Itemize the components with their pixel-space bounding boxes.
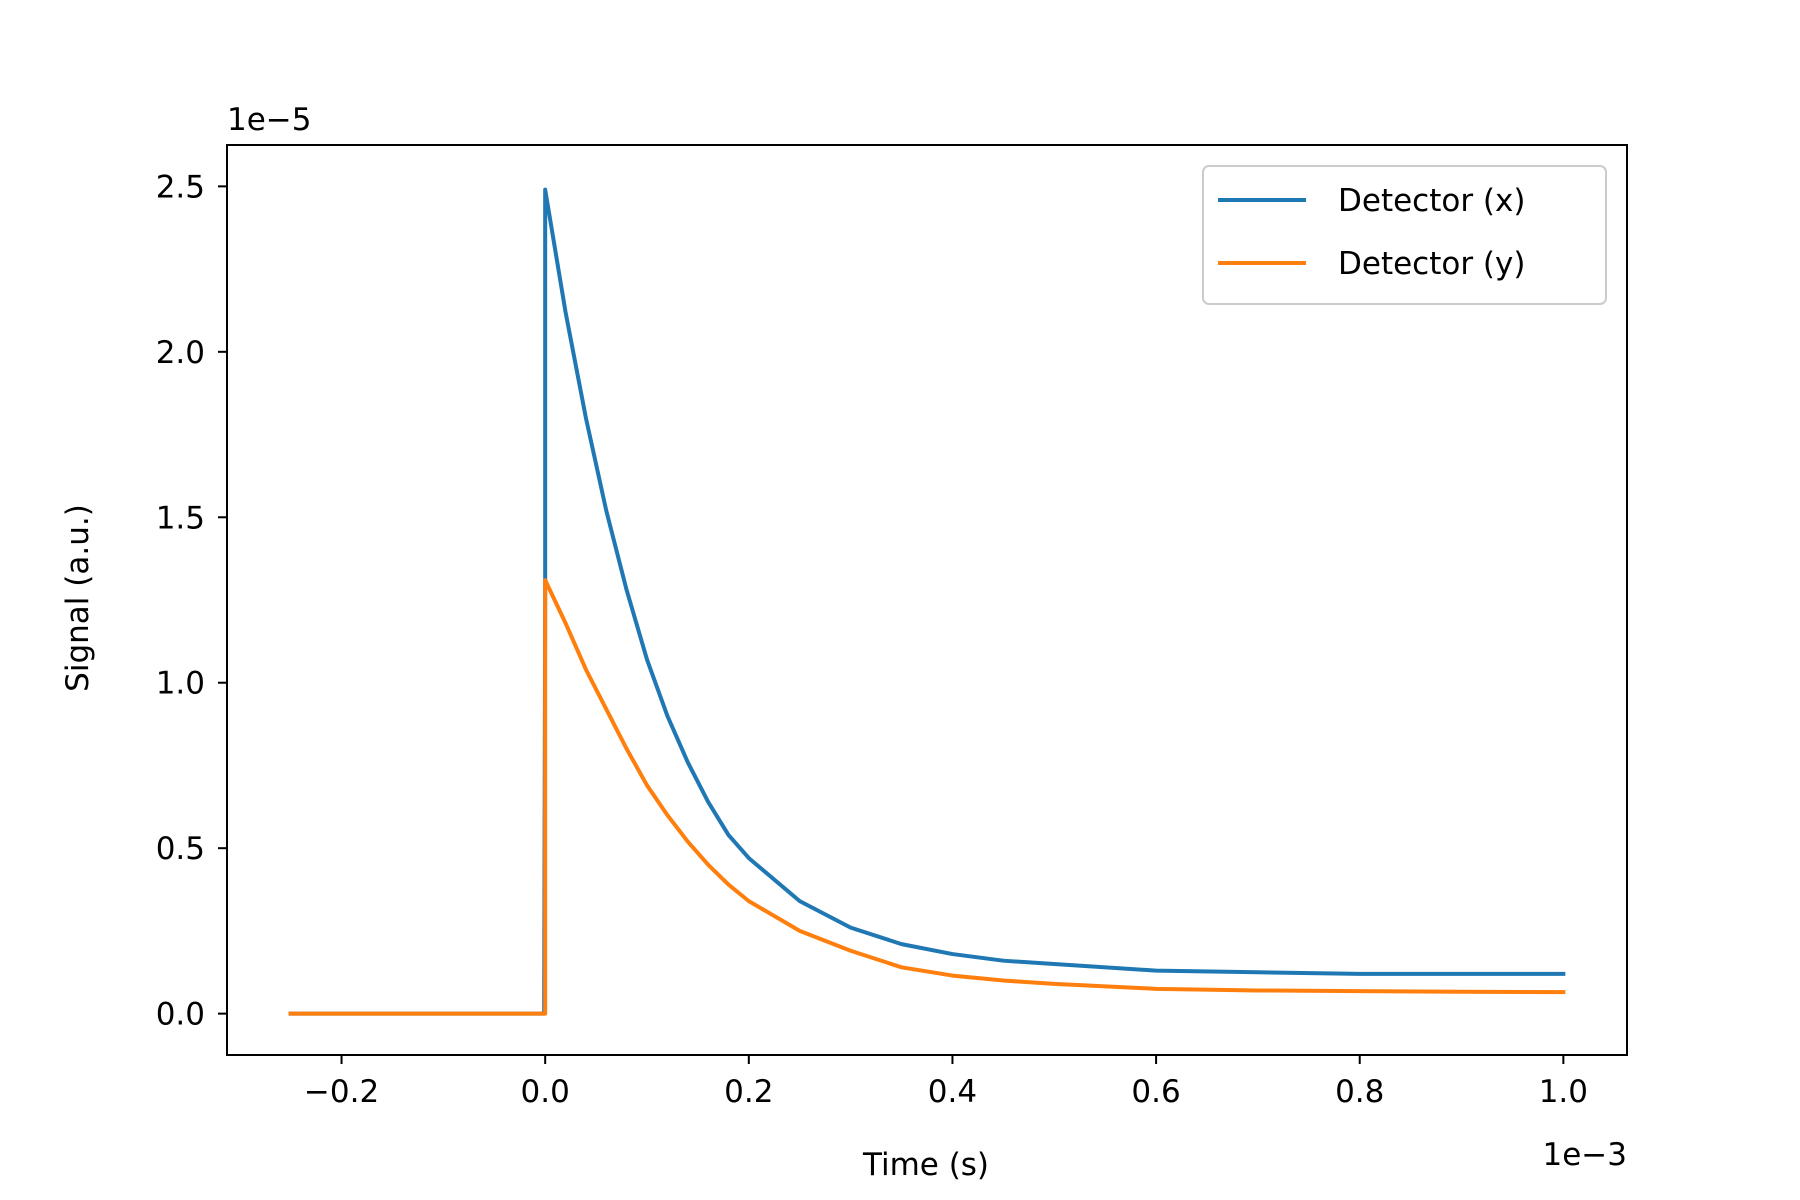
legend-label-detector-y: Detector (y) xyxy=(1338,246,1525,282)
y-tick-label: 0.0 xyxy=(156,997,205,1033)
x-tick-label: 0.2 xyxy=(724,1074,773,1110)
x-tick-label: −0.2 xyxy=(304,1074,379,1110)
y-tick-label: 2.5 xyxy=(156,169,205,205)
legend-label-detector-x: Detector (x) xyxy=(1338,183,1525,219)
x-axis-ticks: −0.2 0.0 0.2 0.4 0.6 0.8 1.0 xyxy=(304,1055,1588,1110)
y-axis-ticks: 0.0 0.5 1.0 1.5 2.0 2.5 xyxy=(156,169,227,1033)
series-line-detector-y xyxy=(288,578,1566,1016)
y-tick-label: 1.0 xyxy=(156,666,205,702)
series-line-detector-x xyxy=(288,187,1566,1016)
series-layer xyxy=(288,187,1566,1016)
y-tick-label: 0.5 xyxy=(156,831,205,867)
y-axis-label: Signal (a.u.) xyxy=(60,504,96,692)
y-tick-label: 1.5 xyxy=(156,500,205,536)
x-tick-label: 0.8 xyxy=(1335,1074,1384,1110)
y-axis-scale-note: 1e−5 xyxy=(227,102,312,138)
x-axis-label: Time (s) xyxy=(862,1147,989,1183)
x-tick-label: 0.0 xyxy=(521,1074,570,1110)
plot-frame xyxy=(226,144,1628,1056)
legend: Detector (x) Detector (y) xyxy=(1202,165,1607,305)
y-tick-label: 2.0 xyxy=(156,335,205,371)
x-tick-label: 1.0 xyxy=(1539,1074,1588,1110)
x-tick-label: 0.6 xyxy=(1131,1074,1180,1110)
x-tick-label: 0.4 xyxy=(928,1074,977,1110)
x-axis-scale-note: 1e−3 xyxy=(1543,1137,1628,1173)
